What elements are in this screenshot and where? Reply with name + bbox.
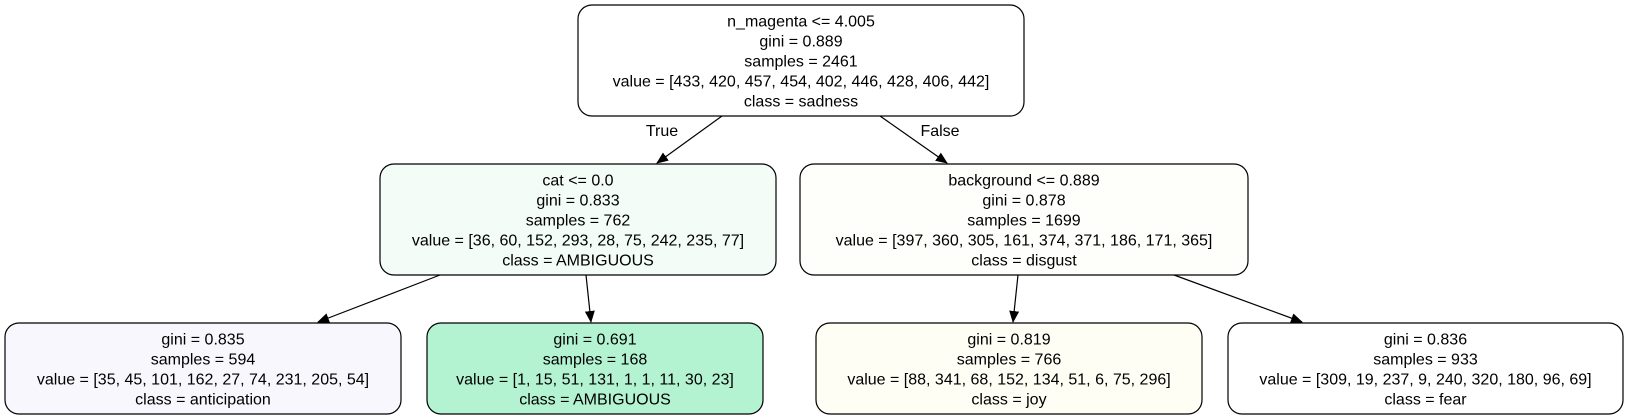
node-text-line: gini = 0.835 [161, 332, 244, 349]
node-box [426, 322, 764, 415]
node-text-line: class = fear [1384, 392, 1467, 409]
node-text-line: cat <= 0.0 [542, 173, 613, 190]
node-box [577, 4, 1025, 117]
edge-left-to-leaf-ll [317, 274, 441, 323]
node-text-line: class = anticipation [135, 392, 271, 409]
node-text-line: samples = 168 [543, 352, 648, 369]
edge-right-to-leaf-rl [1009, 274, 1020, 323]
node-text-line: value = [1, 15, 51, 131, 1, 1, 11, 30, 2… [456, 372, 734, 389]
tree-node-left: cat <= 0.0 gini = 0.833 samples = 762 value… [379, 163, 777, 276]
edge-root-to-left [656, 115, 723, 164]
tree-node-leaf-rr: gini = 0.836 samples = 933 value = [309, 1… [1227, 322, 1624, 415]
tree-node-leaf-ll: gini = 0.835 samples = 594 value = [35, 45… [4, 322, 402, 415]
edge-root-to-right [879, 115, 948, 164]
tree-node-leaf-rl: gini = 0.819 samples = 766 value = [88, 34… [815, 322, 1203, 415]
node-text-line: value = [88, 341, 68, 152, 134, 51, 6, 7… [847, 372, 1170, 389]
node-text-line: samples = 762 [526, 213, 631, 230]
node-box [4, 322, 402, 415]
node-text-line: value = [397, 360, 305, 161, 374, 371, 1… [836, 233, 1213, 250]
node-text-line: samples = 766 [957, 352, 1062, 369]
tree-nodes: n_magenta <= 4.005 gini = 0.889 samples = … [4, 4, 1624, 415]
node-text-line: gini = 0.878 [982, 193, 1065, 210]
node-text-line: samples = 594 [151, 352, 256, 369]
node-text-line: value = [35, 45, 101, 162, 27, 74, 231, … [37, 372, 369, 389]
node-text-line: value = [433, 420, 457, 454, 402, 446, 4… [613, 74, 990, 91]
node-text-line: value = [309, 19, 237, 9, 240, 320, 180,… [1259, 372, 1591, 389]
node-text-line: n_magenta <= 4.005 [727, 14, 875, 31]
tree-edges: True False [317, 115, 1303, 323]
edge-right-to-leaf-rr [1173, 274, 1303, 323]
node-text-line: gini = 0.833 [536, 193, 619, 210]
node-box [379, 163, 777, 276]
node-text-line: samples = 2461 [744, 54, 858, 71]
tree-node-leaf-lr: gini = 0.691 samples = 168 value = [1, 15,… [426, 322, 764, 415]
node-text-line: background <= 0.889 [948, 173, 1099, 190]
tree-node-root: n_magenta <= 4.005 gini = 0.889 samples = … [577, 4, 1025, 117]
node-text-line: gini = 0.889 [759, 34, 842, 51]
node-box [815, 322, 1203, 415]
node-text-line: class = sadness [744, 94, 858, 111]
node-text-line: class = AMBIGUOUS [519, 392, 671, 409]
node-box [799, 163, 1249, 276]
node-text-line: gini = 0.691 [553, 332, 636, 349]
node-text-line: class = joy [971, 392, 1046, 409]
edge-label-false: False [920, 123, 959, 140]
node-box [1227, 322, 1624, 415]
node-text-line: class = AMBIGUOUS [502, 253, 654, 270]
node-text-line: class = disgust [971, 253, 1077, 270]
node-text-line: gini = 0.819 [967, 332, 1050, 349]
node-text-line: samples = 933 [1373, 352, 1478, 369]
node-text-line: value = [36, 60, 152, 293, 28, 75, 242, … [412, 233, 744, 250]
tree-node-right: background <= 0.889 gini = 0.878 samples =… [799, 163, 1249, 276]
node-text-line: samples = 1699 [967, 213, 1081, 230]
edge-left-to-leaf-lr [584, 274, 595, 323]
node-text-line: gini = 0.836 [1384, 332, 1467, 349]
edge-label-true: True [646, 123, 678, 140]
